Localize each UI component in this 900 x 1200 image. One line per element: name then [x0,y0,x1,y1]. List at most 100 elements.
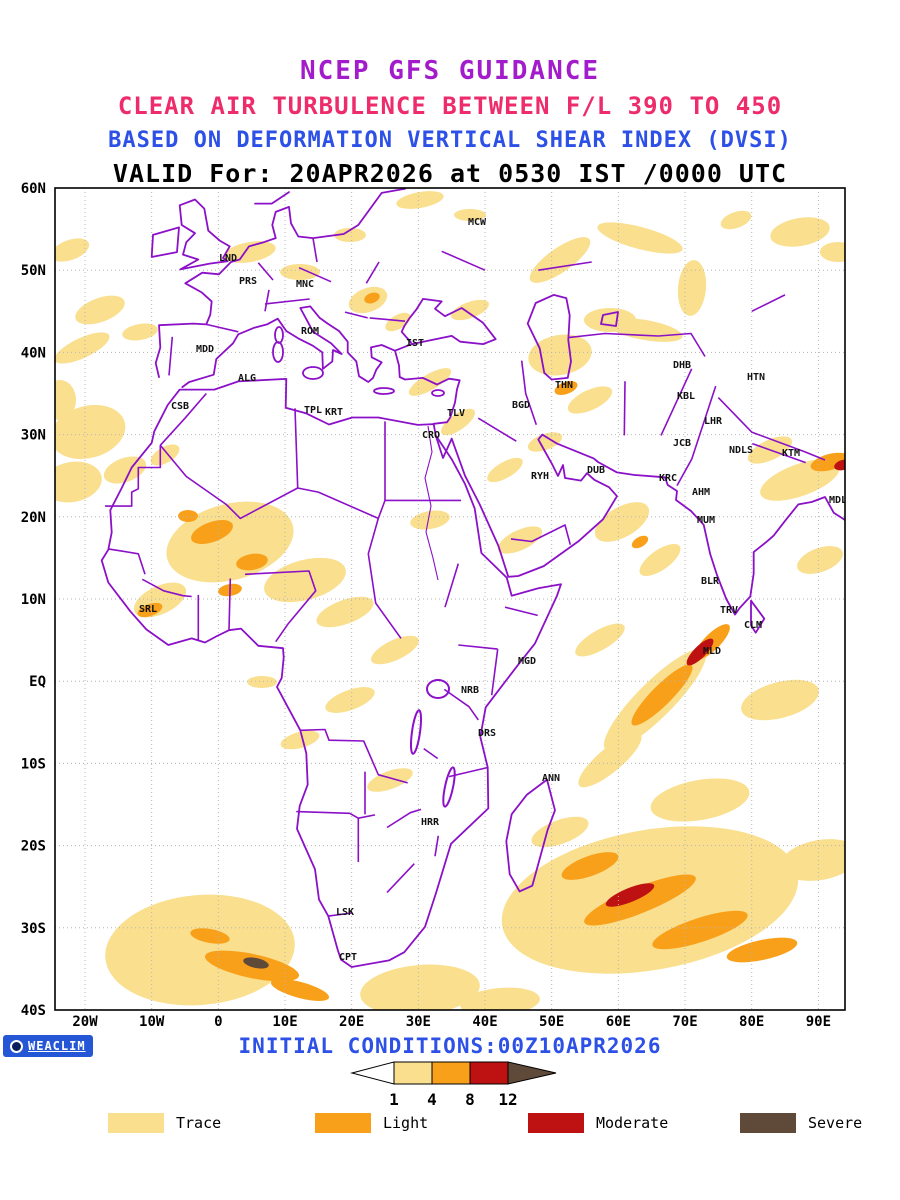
turbulence-patch-trace [720,210,752,230]
turbulence-patch-light [191,519,233,545]
station-label: RYH [531,471,549,482]
turbulence-patch-trace [487,457,523,483]
station-label: IST [406,338,424,349]
turbulence-patch-trace [55,380,76,420]
turbulence-patch-trace [334,228,366,242]
station-label: TRV [720,605,738,616]
turbulence-patch-trace [820,242,845,262]
turbulence-patch-trace [360,964,480,1010]
turbulence-patch-trace [316,596,374,628]
turbulence-patch-trace [55,461,102,503]
lon-tick-label: 20E [339,1014,364,1030]
station-label: ROM [301,326,319,337]
station-label: TPL [304,405,322,416]
nile-river [424,425,439,581]
lon-tick-label: 90E [806,1014,831,1030]
scandinavia-coastline [254,191,290,205]
lon-tick-label: 0 [214,1014,222,1030]
turbulence-patch-light [561,852,619,880]
station-label: HTN [747,372,765,383]
legend-item-moderate: Moderate [528,1113,668,1133]
turbulence-patch-moderate [686,638,714,666]
colorbar-segment-trace [393,1061,433,1085]
turbulence-patch-trace [105,894,295,1006]
lat-tick-label: 10S [21,756,46,772]
turbulence-patch-trace [55,332,110,364]
turbulence-patch-trace [639,543,681,577]
station-label: HRR [421,817,440,828]
lat-tick-label: EQ [29,674,46,690]
madagascar [505,778,556,893]
legend-swatch-light [315,1113,371,1133]
station-label: MUM [697,515,715,526]
turbulence-patch-trace [247,676,277,688]
lon-tick-label: 10E [272,1014,297,1030]
turbulence-patch-light [236,553,268,571]
station-label: JCB [673,438,691,449]
turbulence-patch-trace [677,260,707,316]
colorbar-segment-light [431,1061,471,1085]
station-label: CRO [422,430,440,441]
latlon-grid [55,188,845,1010]
turbulence-patch-trace [528,334,592,376]
lat-tick-label: 30N [21,428,46,444]
legend-swatch-severe [740,1113,796,1133]
colorbar-tick-label: 12 [498,1090,517,1109]
turbulence-patch-trace [454,209,486,221]
crete [373,387,395,395]
lon-tick-label: 70E [672,1014,697,1030]
map-frame [54,187,846,1011]
station-label: PRS [239,276,257,287]
turbulence-patch-trace [451,299,489,321]
weaclim-logo: WEACLIM [3,1035,93,1057]
lon-tick-label: 60E [606,1014,631,1030]
lat-tick-label: 40N [21,345,46,361]
turbulence-patch-trace [55,405,126,459]
turbulence-patch-trace [597,222,683,254]
colorbar-tick-label: 1 [389,1090,399,1109]
turbulence-patch-trace [460,987,540,1010]
turbulence-patch-severe [243,957,269,969]
legend-label-light: Light [383,1114,429,1132]
station-label: LSK [336,907,354,918]
lake-malawi [442,766,456,808]
station-label: ANN [542,773,560,784]
intensity-colorbar: 1 4 8 12 [350,1061,557,1109]
turbulence-patch-light [190,928,230,944]
lat-tick-label: 60N [21,181,46,197]
station-label: LHR [704,416,723,427]
turbulence-patch-trace [567,386,613,414]
legend-label-moderate: Moderate [596,1114,669,1132]
station-label: BLR [701,576,720,587]
levant-coastline [394,349,461,425]
lat-tick-label: 50N [21,263,46,279]
station-label: NRB [461,685,479,696]
turbulence-patch-trace [780,839,845,881]
turbulence-patch-trace [385,312,411,332]
turbulence-patch-trace [527,432,563,452]
turbulence-patch-trace [367,768,413,792]
turbulence-map: MCW LND PRS MNC ROM IST MDD ALG CSB TPL KRT TLV CRO B… [21,181,866,1030]
turbulence-patch-trace [325,687,375,713]
lon-tick-label: 10W [139,1014,165,1030]
lon-tick-label: 40E [472,1014,497,1030]
station-label: KBL [677,391,695,402]
legend-item-light: Light [315,1113,428,1133]
caspian-sea [526,294,572,381]
station-label: MLD [703,646,721,657]
title-valid-time: VALID For: 20APR2026 at 0530 IST /0000 U… [112,159,788,188]
turbulence-patch-light [846,463,866,487]
station-label: KTM [782,448,800,459]
turbulence-patch-light [652,910,748,950]
legend-item-severe: Severe [740,1113,862,1133]
turbulence-patch-trace [55,238,90,262]
ireland-coastline [150,226,180,258]
turbulence-patch-light [631,535,649,549]
turbulence-patch-trace [650,778,750,822]
legend-label-trace: Trace [176,1114,222,1132]
turbulence-patch-light [137,602,163,618]
country-border-layer [105,237,826,917]
sri-lanka [750,599,766,634]
turbulence-patch-trace [575,623,625,657]
